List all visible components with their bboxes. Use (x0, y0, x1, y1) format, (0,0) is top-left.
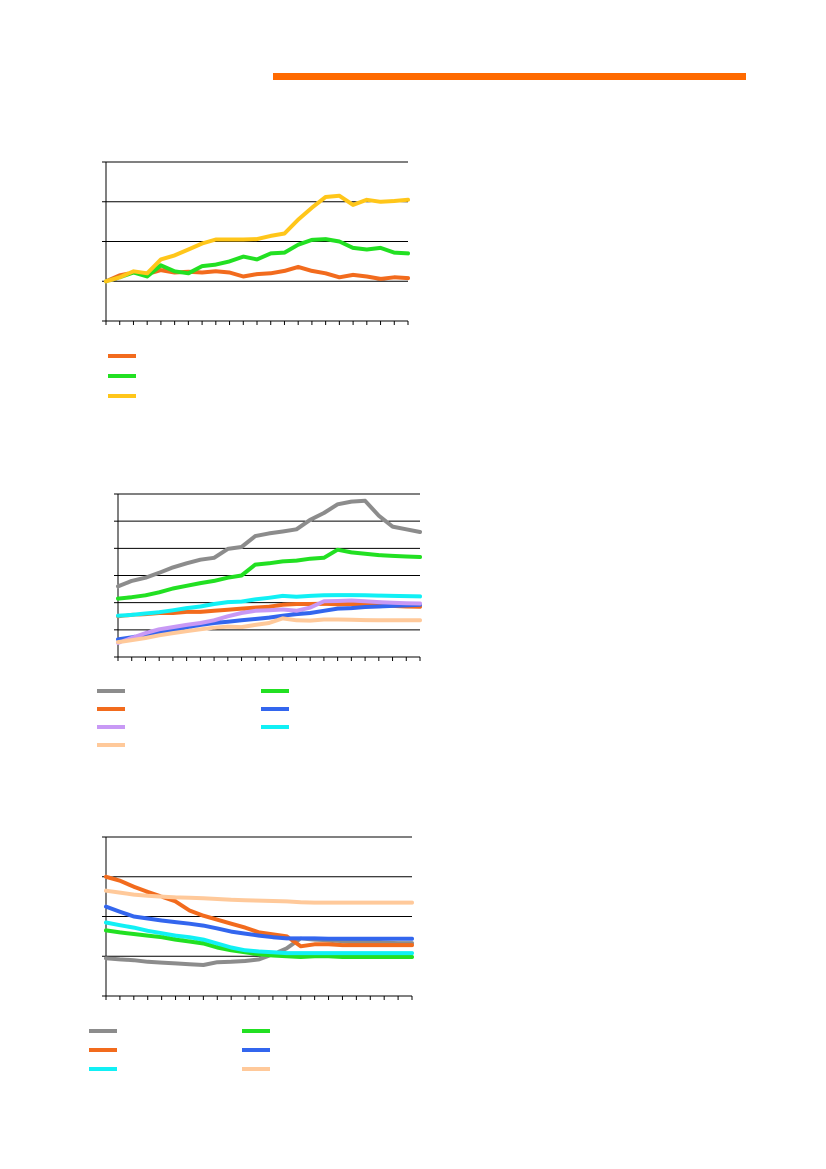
series-line-5 (116, 598, 422, 645)
series-line-7 (116, 616, 422, 645)
series-line-4 (104, 904, 414, 941)
series-line-3 (104, 193, 410, 284)
series-line-6 (116, 593, 422, 618)
chart-1 (102, 161, 410, 398)
header-accent-bar (273, 73, 746, 80)
series-line-2 (116, 547, 422, 601)
series-line-6 (104, 888, 414, 905)
series-line-2 (104, 237, 410, 284)
series-line-5 (104, 920, 414, 956)
series-line-4 (116, 602, 422, 642)
chart-2 (97, 493, 422, 747)
series-line-2 (104, 928, 414, 959)
chart-3 (89, 836, 414, 1071)
series-line-1 (104, 936, 414, 967)
series-line-1 (116, 498, 422, 589)
